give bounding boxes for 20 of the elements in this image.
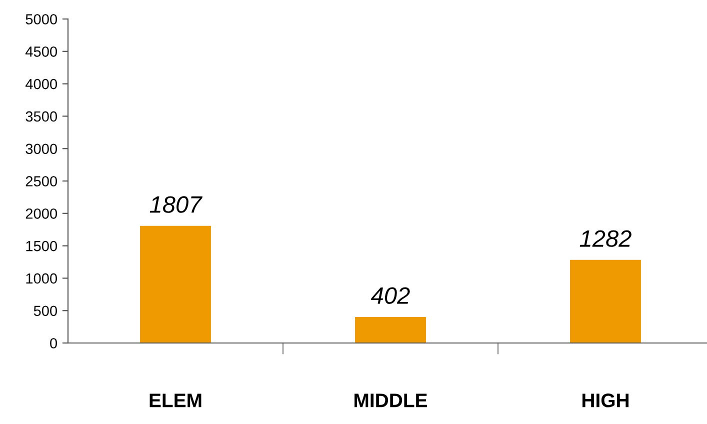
y-tick-label: 2000 [26,208,58,219]
y-tick-label: 3000 [26,144,58,154]
x-tick-label: ELEM [150,394,202,408]
data-label: 1282 [580,230,632,247]
data-label: 402 [370,287,410,304]
y-tick-label: 4000 [25,78,58,90]
x-tick-label: HIGH [582,394,628,408]
y-tick-label: 3500 [26,111,58,122]
y-tick-label: 0 [50,338,58,348]
bar [355,316,426,343]
bar [140,226,211,343]
y-tick-label: 4500 [25,46,58,57]
y-tick-label: 5000 [26,14,58,24]
y-tick-label: 1000 [26,273,58,284]
y-tick-label: 500 [34,306,58,316]
y-tick-label: 2500 [26,176,58,186]
data-label: 1807 [150,196,202,213]
bar [570,260,641,343]
y-tick-label: 1500 [26,240,58,252]
x-tick-label: MIDDLE [354,394,428,408]
